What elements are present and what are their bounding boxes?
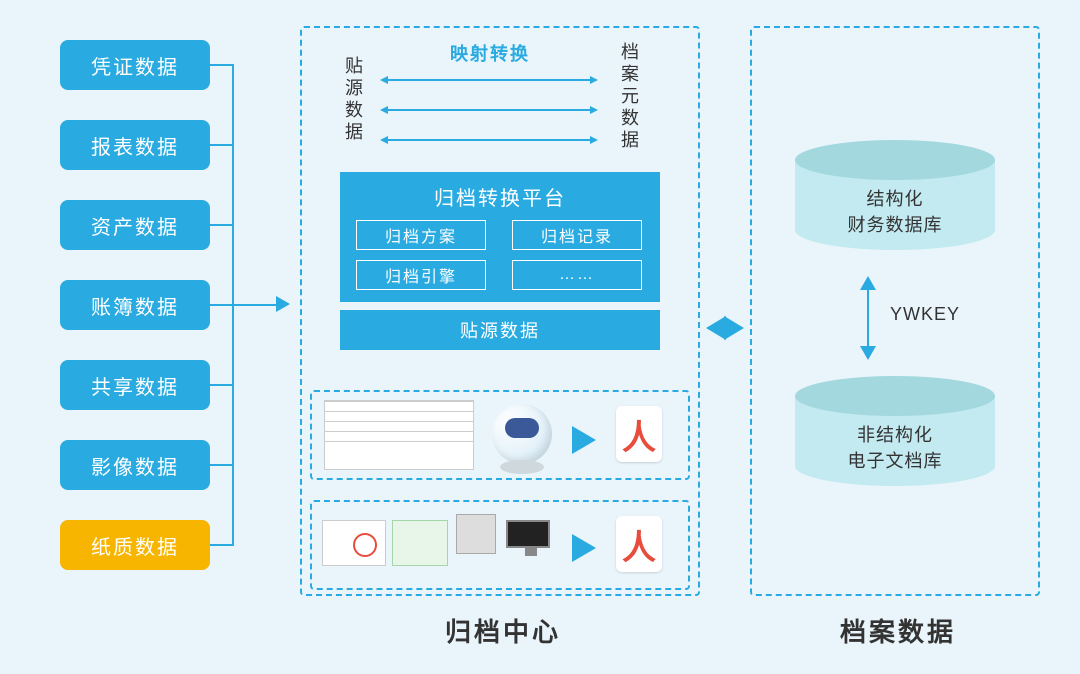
platform-title: 归档转换平台 — [340, 172, 660, 211]
badge-report-data: 报表数据 — [60, 120, 210, 170]
platform-cell-engine: 归档引擎 — [356, 260, 486, 290]
connector — [210, 64, 232, 66]
platform-cell-record: 归档记录 — [512, 220, 642, 250]
structured-db-cylinder: 结构化财务数据库 — [795, 140, 995, 250]
arrow-right-icon — [724, 316, 744, 340]
arrow-right-icon — [590, 136, 598, 144]
connector — [210, 304, 232, 306]
green-document-icon — [392, 520, 448, 566]
arrow-left-icon — [380, 76, 388, 84]
badge-image-data: 影像数据 — [60, 440, 210, 490]
platform-footer: 贴源数据 — [340, 310, 660, 350]
badge-paper-data: 纸质数据 — [60, 520, 210, 570]
source-data-vlabel: 贴源数据 — [340, 56, 366, 144]
arrow-left-icon — [380, 136, 388, 144]
connector — [210, 464, 232, 466]
arrow-left-icon — [380, 106, 388, 114]
badge-voucher-data: 凭证数据 — [60, 40, 210, 90]
arrow-right-icon — [590, 76, 598, 84]
structured-db-label: 结构化财务数据库 — [848, 186, 943, 238]
arrow-down-icon — [860, 346, 876, 360]
stamped-document-icon — [322, 520, 386, 566]
archive-platform: 归档转换平台 归档方案 归档记录 归档引擎 …… — [340, 172, 660, 302]
arrow-right-icon — [572, 426, 596, 454]
unstructured-db-cylinder: 非结构化电子文档库 — [795, 376, 995, 486]
mapping-label: 映射转换 — [450, 40, 530, 66]
arrow-left-icon — [706, 316, 726, 340]
badge-asset-data: 资产数据 — [60, 200, 210, 250]
scanner-icon — [456, 514, 506, 574]
connector — [210, 384, 232, 386]
badge-shared-data: 共享数据 — [60, 360, 210, 410]
badge-ledger-data: 账簿数据 — [60, 280, 210, 330]
robot-icon — [492, 404, 552, 464]
platform-cell-more: …… — [512, 260, 642, 290]
pdf-icon: 人 — [616, 406, 662, 462]
pdf-icon: 人 — [616, 516, 662, 572]
connector — [210, 224, 232, 226]
arrow-right-icon — [572, 534, 596, 562]
mapping-arrow — [388, 139, 592, 141]
connector — [210, 544, 232, 546]
ywkey-link — [867, 288, 869, 348]
form-document-icon — [324, 400, 474, 470]
archive-center-title: 归档中心 — [445, 612, 561, 649]
mapping-arrow — [388, 109, 592, 111]
unstructured-db-label: 非结构化电子文档库 — [848, 422, 943, 474]
ywkey-label: YWKEY — [890, 304, 960, 325]
platform-cell-plan: 归档方案 — [356, 220, 486, 250]
archive-meta-vlabel: 档案元数据 — [616, 42, 642, 152]
arrow-right-icon — [276, 296, 290, 312]
connector — [210, 144, 232, 146]
mapping-arrow — [388, 79, 592, 81]
monitor-icon — [506, 520, 556, 560]
archive-data-title: 档案数据 — [840, 612, 956, 649]
connector — [232, 304, 276, 306]
arrow-right-icon — [590, 106, 598, 114]
